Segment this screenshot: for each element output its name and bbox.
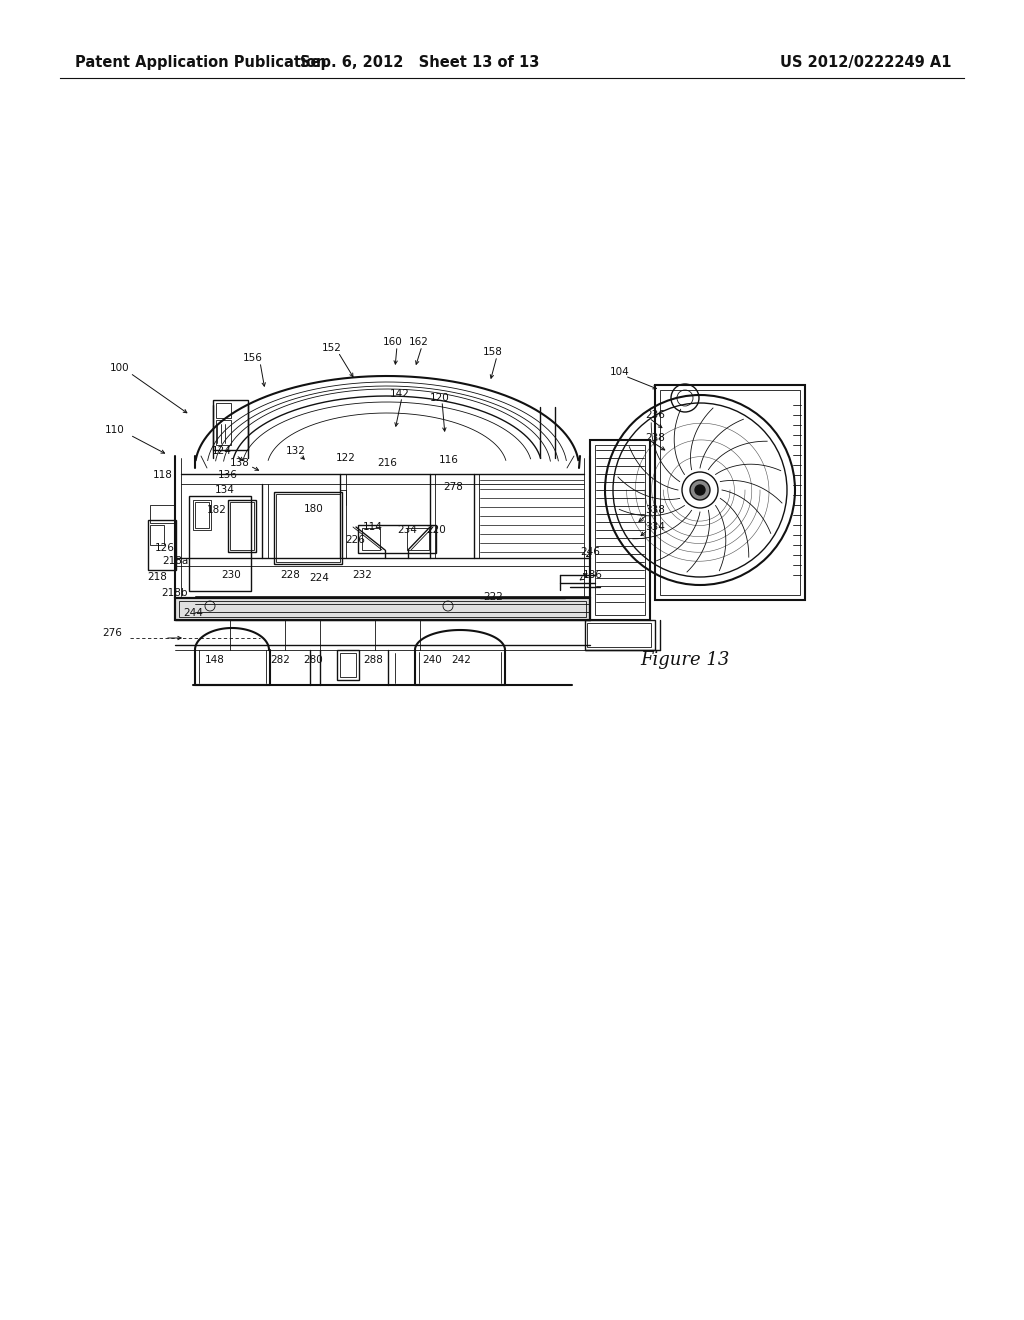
Text: 218a: 218a	[162, 556, 188, 566]
Text: 116: 116	[439, 455, 459, 465]
Text: 232: 232	[352, 570, 372, 579]
Text: 110: 110	[105, 425, 125, 436]
Text: 218: 218	[147, 572, 167, 582]
Text: 124: 124	[212, 446, 232, 455]
Bar	[216, 420, 231, 445]
Text: 138: 138	[230, 458, 250, 469]
Bar	[148, 520, 176, 570]
Bar	[587, 623, 651, 647]
Text: 104: 104	[610, 367, 630, 378]
Text: US 2012/0222249 A1: US 2012/0222249 A1	[780, 54, 951, 70]
Text: 224: 224	[309, 573, 329, 583]
Bar	[175, 598, 590, 620]
Bar	[655, 385, 805, 601]
Text: 216: 216	[377, 458, 397, 469]
Bar	[274, 492, 342, 564]
Text: 288: 288	[364, 655, 383, 665]
Text: 238: 238	[645, 433, 665, 444]
Text: 334: 334	[645, 521, 665, 532]
Bar	[340, 653, 356, 677]
Bar	[179, 601, 586, 616]
Text: 218b: 218b	[162, 587, 188, 598]
Bar	[585, 620, 655, 649]
Text: 136: 136	[218, 470, 238, 480]
Text: 180: 180	[304, 504, 324, 513]
Bar	[276, 494, 340, 562]
Bar	[595, 445, 645, 615]
Text: 240: 240	[422, 655, 442, 665]
Bar	[195, 502, 209, 528]
Text: 220: 220	[426, 525, 445, 535]
Bar	[175, 598, 590, 620]
Text: 222: 222	[483, 591, 503, 602]
Text: 182: 182	[207, 506, 227, 515]
Text: 156: 156	[243, 352, 263, 363]
Bar	[189, 496, 251, 591]
Text: 186: 186	[583, 570, 603, 579]
Text: 278: 278	[443, 482, 463, 492]
Bar	[150, 506, 174, 523]
Text: 126: 126	[155, 543, 175, 553]
Bar	[216, 403, 231, 418]
Bar	[230, 502, 254, 550]
Text: 162: 162	[409, 337, 429, 347]
Text: 122: 122	[336, 453, 356, 463]
Bar	[362, 528, 380, 550]
Text: Sep. 6, 2012   Sheet 13 of 13: Sep. 6, 2012 Sheet 13 of 13	[300, 54, 540, 70]
Bar	[337, 649, 359, 680]
Text: 246: 246	[580, 546, 600, 557]
Text: 120: 120	[430, 393, 450, 403]
Bar	[590, 440, 650, 620]
Circle shape	[695, 484, 705, 495]
Bar	[358, 525, 436, 553]
Text: 158: 158	[483, 347, 503, 356]
Text: 226: 226	[345, 535, 365, 545]
Bar	[660, 389, 800, 595]
Text: 100: 100	[111, 363, 130, 374]
Text: 228: 228	[280, 570, 300, 579]
Bar	[193, 500, 211, 531]
Text: Patent Application Publication: Patent Application Publication	[75, 54, 327, 70]
Text: 282: 282	[270, 655, 290, 665]
Text: 234: 234	[397, 525, 417, 535]
Bar	[407, 528, 429, 550]
Text: 230: 230	[221, 570, 241, 579]
Bar	[228, 500, 256, 552]
Text: 236: 236	[645, 411, 665, 420]
Text: 280: 280	[303, 655, 323, 665]
Text: 114: 114	[364, 521, 383, 532]
Text: 276: 276	[102, 628, 122, 638]
Text: Figure 13: Figure 13	[640, 651, 729, 669]
Text: 148: 148	[205, 655, 225, 665]
Circle shape	[690, 480, 710, 500]
Text: 142: 142	[390, 389, 410, 399]
Bar	[150, 525, 164, 545]
Text: 134: 134	[215, 484, 234, 495]
Text: 118: 118	[153, 470, 173, 480]
Text: 160: 160	[383, 337, 402, 347]
Text: 152: 152	[323, 343, 342, 352]
Text: 132: 132	[286, 446, 306, 455]
Text: 242: 242	[451, 655, 471, 665]
Text: 244: 244	[183, 609, 203, 618]
Text: 338: 338	[645, 506, 665, 515]
Bar	[213, 400, 248, 450]
